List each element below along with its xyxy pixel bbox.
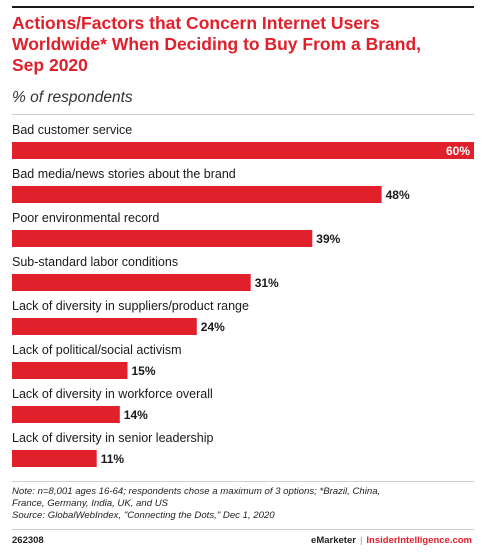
brand-name: eMarketer (311, 535, 356, 546)
header-divider (12, 114, 474, 115)
title-line: Sep 2020 (12, 55, 88, 75)
bar (12, 406, 120, 423)
chart-note: Note: n=8,001 ages 16-64; respondents ch… (12, 486, 472, 522)
title-line: Actions/Factors that Concern Internet Us… (12, 13, 380, 33)
top-rule (12, 6, 474, 8)
bar (12, 142, 474, 159)
footer-brand: eMarketer | InsiderIntelligence.com (311, 535, 472, 546)
category-label: Poor environmental record (12, 211, 159, 225)
value-label: 11% (101, 452, 125, 466)
bar (12, 274, 251, 291)
footer-divider (12, 529, 474, 530)
chart-title: Actions/Factors that Concern Internet Us… (12, 13, 472, 76)
title-line: Worldwide* When Deciding to Buy From a B… (12, 34, 422, 54)
value-label: 24% (201, 320, 225, 334)
category-label: Sub-standard labor conditions (12, 255, 178, 269)
category-label: Lack of diversity in senior leadership (12, 431, 214, 445)
bar (12, 186, 382, 203)
category-label: Lack of diversity in suppliers/product r… (12, 299, 249, 313)
bar (12, 230, 313, 247)
source-line: Source: GlobalWebIndex, "Connecting the … (12, 510, 275, 521)
bar (12, 450, 97, 467)
note-line: Note: n=8,001 ages 16-64; respondents ch… (12, 486, 381, 497)
footer-separator: | (359, 535, 363, 546)
category-label: Lack of diversity in workforce overall (12, 387, 213, 401)
value-label: 15% (132, 364, 156, 378)
chart-subtitle: % of respondents (12, 89, 133, 106)
value-label: 60% (446, 144, 470, 158)
value-label: 48% (386, 188, 410, 202)
bar (12, 318, 197, 335)
note-divider (12, 481, 474, 482)
site-link[interactable]: InsiderIntelligence.com (366, 535, 472, 546)
value-label: 14% (124, 408, 148, 422)
value-label: 39% (316, 232, 340, 246)
category-label: Lack of political/social activism (12, 343, 182, 357)
value-label: 31% (255, 276, 279, 290)
chart-id: 262308 (12, 535, 44, 546)
category-label: Bad media/news stories about the brand (12, 167, 236, 181)
bar (12, 362, 128, 379)
category-label: Bad customer service (12, 123, 132, 137)
note-line: France, Germany, India, UK, and US (12, 498, 169, 509)
bar-chart: Bad customer service 60% Bad media/news st… (12, 123, 474, 467)
